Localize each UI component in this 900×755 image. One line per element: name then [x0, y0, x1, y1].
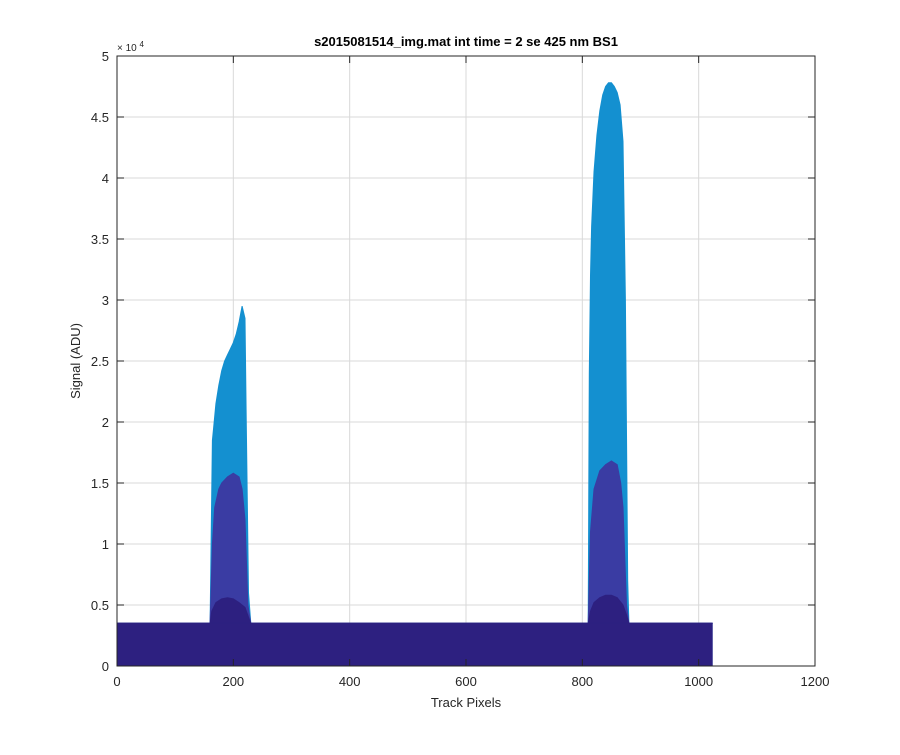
y-tick-label: 2: [102, 415, 109, 430]
x-tick-labels: 0 200 400 600 800 1000 1200: [113, 674, 829, 689]
series-area-1: [117, 82, 713, 667]
y-tick-label: 3: [102, 293, 109, 308]
y-axis-label: Signal (ADU): [68, 323, 83, 399]
y-tick-label: 5: [102, 49, 109, 64]
x-tick-label: 1200: [801, 674, 830, 689]
x-tick-label: 1000: [684, 674, 713, 689]
y-tick-label: 4: [102, 171, 109, 186]
y-tick-labels: 0 0.5 1 1.5 2 2.5 3 3.5 4 4.5 5: [91, 49, 109, 674]
y-multiplier-exponent: 4: [140, 40, 145, 49]
y-multiplier-base: × 10: [117, 43, 137, 54]
y-tick-label: 2.5: [91, 354, 109, 369]
series-area-3: [117, 595, 713, 666]
y-tick-label: 3.5: [91, 232, 109, 247]
x-tick-label: 800: [571, 674, 593, 689]
x-tick-label: 600: [455, 674, 477, 689]
y-tick-label: 0.5: [91, 598, 109, 613]
y-multiplier: × 10 4: [117, 40, 145, 54]
x-tick-label: 400: [339, 674, 361, 689]
x-tick-label: 0: [113, 674, 120, 689]
y-tick-label: 0: [102, 659, 109, 674]
series-layer: [117, 82, 713, 667]
y-tick-label: 1: [102, 537, 109, 552]
y-tick-label: 1.5: [91, 476, 109, 491]
chart-title: s2015081514_img.mat int time = 2 se 425 …: [314, 34, 618, 49]
x-tick-label: 200: [222, 674, 244, 689]
y-tick-label: 4.5: [91, 110, 109, 125]
tick-marks: [116, 55, 816, 667]
x-axis-label: Track Pixels: [431, 695, 502, 710]
